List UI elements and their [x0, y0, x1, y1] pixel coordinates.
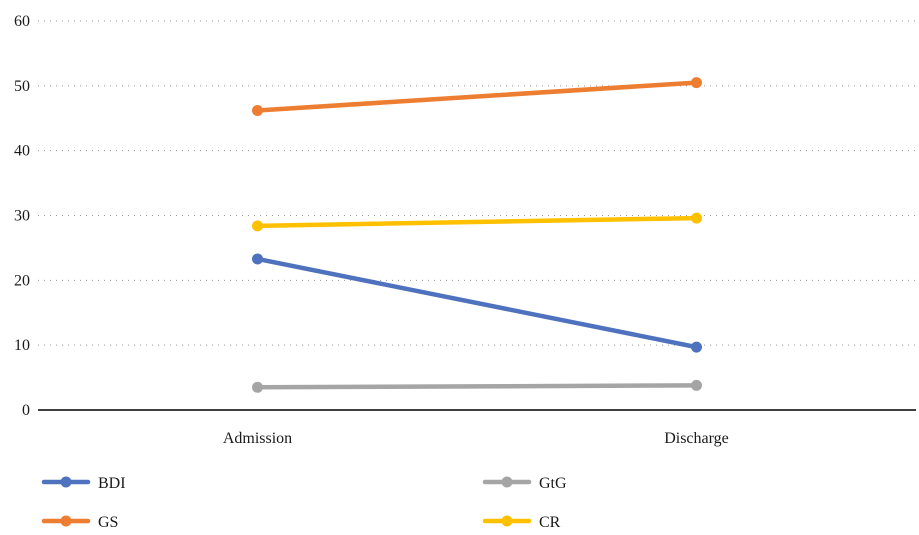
data-point [691, 77, 702, 89]
legend-swatch-marker [501, 476, 513, 488]
legend-swatch-marker [60, 515, 72, 527]
y-tick-label: 40 [14, 143, 30, 160]
y-tick-label: 10 [14, 337, 30, 354]
data-point [252, 104, 263, 116]
axes: 0 10 20 30 40 50 60 Admission Discharge [14, 13, 916, 447]
series-line [255, 80, 699, 113]
legend-label: GtG [539, 475, 567, 492]
data-point [691, 341, 702, 353]
legend-label: CR [539, 514, 561, 530]
series-bdi [252, 253, 702, 353]
series-line [255, 215, 699, 229]
legend-label: BDI [98, 475, 126, 492]
x-tick-label: Discharge [664, 430, 729, 447]
series-line [255, 383, 699, 390]
legend-swatch-marker [501, 515, 513, 527]
data-point [252, 220, 263, 232]
legend-item-cr: CR [482, 514, 561, 531]
legend-label: GS [98, 514, 118, 530]
legend: BDI GS GtG CR [41, 475, 567, 531]
data-point [691, 212, 702, 224]
data-point [252, 253, 263, 265]
series-gtg [252, 379, 702, 393]
gridlines [38, 20, 916, 346]
y-tick-label: 30 [14, 208, 30, 225]
series-cr [252, 212, 702, 232]
legend-item-bdi: BDI [41, 475, 126, 492]
x-tick-label: Admission [223, 430, 292, 447]
y-tick-label: 20 [14, 272, 30, 289]
y-tick-label: 50 [14, 78, 30, 95]
series-line [255, 256, 699, 350]
legend-item-gtg: GtG [482, 475, 567, 492]
data-point [252, 381, 263, 393]
y-tick-label: 60 [14, 13, 30, 30]
y-tick-label: 0 [22, 402, 30, 419]
legend-item-gs: GS [41, 514, 118, 531]
legend-swatch-marker [60, 476, 72, 488]
series-gs [252, 77, 702, 116]
data-point [691, 379, 702, 391]
series-lines [252, 77, 702, 393]
